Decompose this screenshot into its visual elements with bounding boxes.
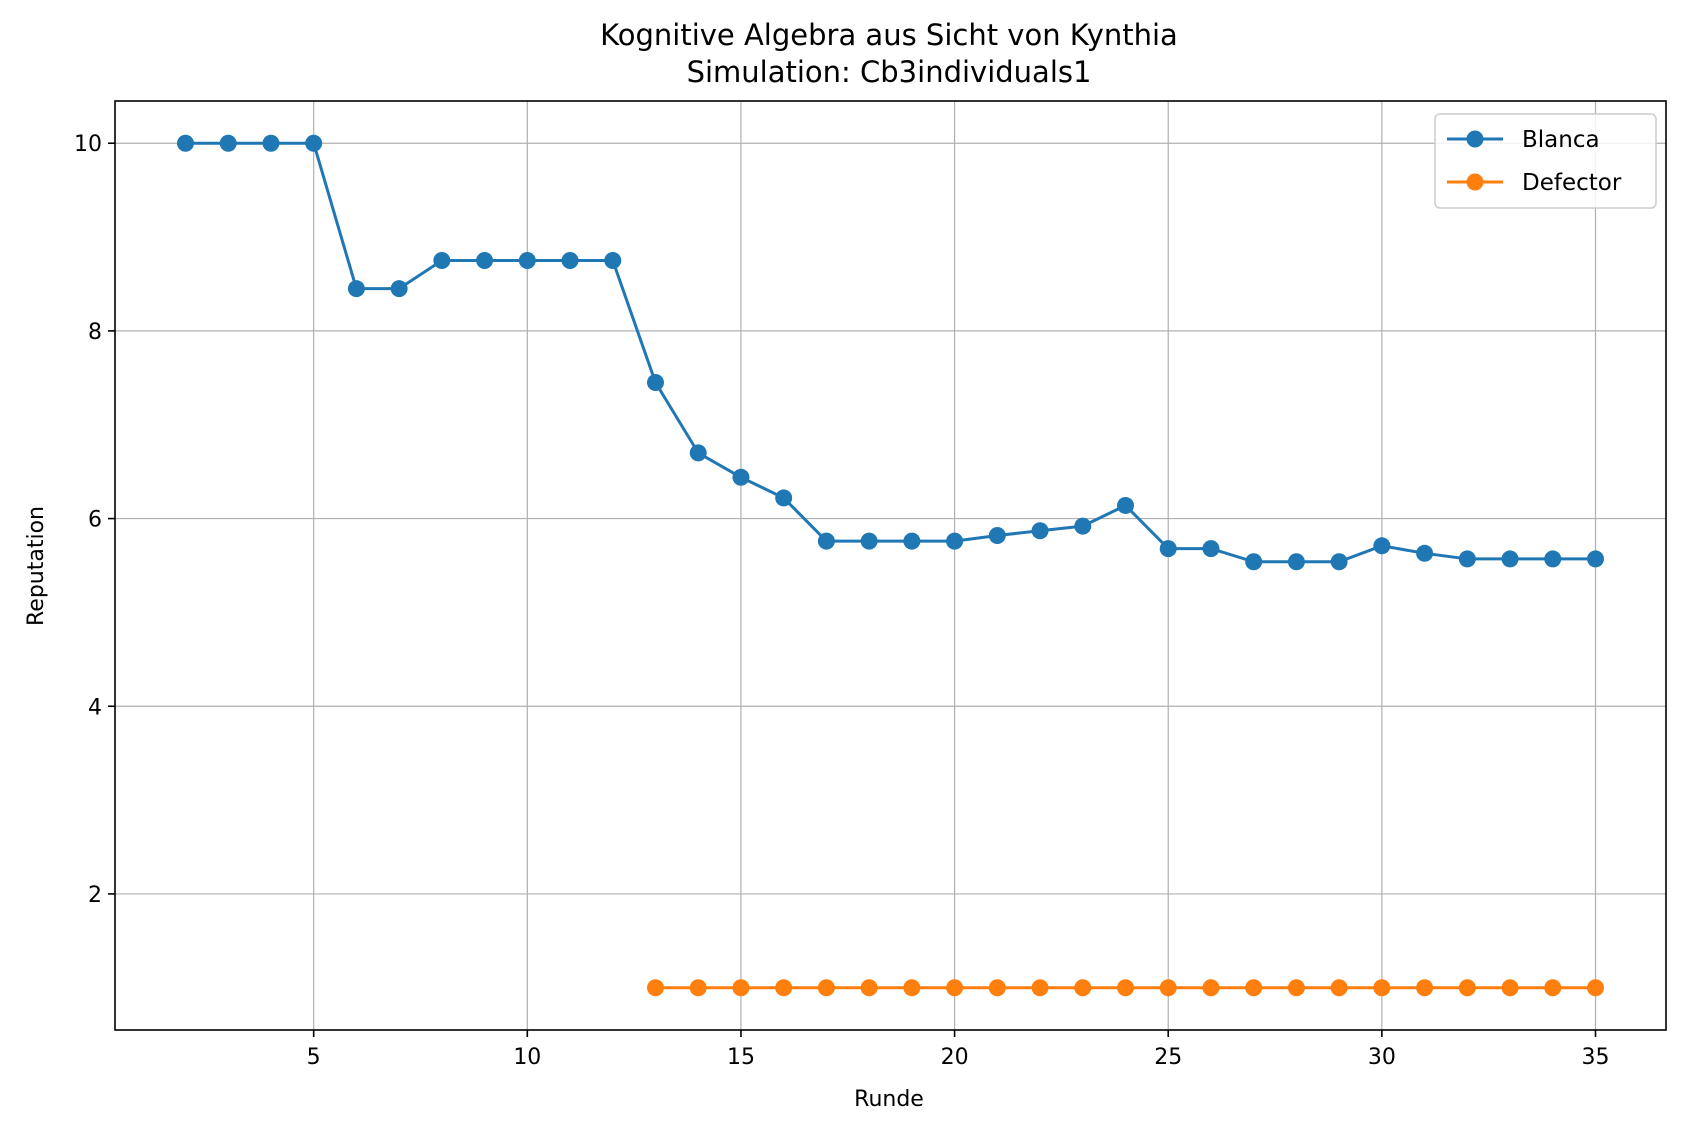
legend: Blanca Defector: [1434, 113, 1657, 209]
axis-ticks: 5 10 15 20 25 30 35 2 4 6 8 10: [74, 132, 1610, 1070]
blanca-point: [1074, 517, 1092, 535]
x-axis-label: Runde: [854, 1087, 924, 1112]
blanca-point: [1501, 550, 1519, 568]
x-tick-label: 5: [307, 1045, 321, 1070]
x-tick-label: 30: [1368, 1045, 1396, 1070]
legend-item-defector: Defector: [1447, 170, 1622, 196]
blanca-point: [647, 374, 664, 392]
blanca-point: [1416, 544, 1434, 562]
defector-point: [946, 979, 964, 997]
blanca-point: [561, 252, 579, 270]
legend-item-blanca: Blanca: [1447, 127, 1600, 153]
blanca-point: [1117, 496, 1134, 514]
defector-point: [988, 979, 1006, 997]
blanca-point: [1587, 550, 1604, 568]
blanca-point: [988, 526, 1006, 544]
legend-label: Blanca: [1522, 127, 1600, 153]
y-tick-label: 8: [88, 320, 102, 345]
blanca-point: [305, 134, 323, 152]
y-tick-label: 6: [88, 508, 102, 533]
defector-point: [1074, 979, 1092, 997]
blanca-point: [1159, 540, 1177, 558]
defector-point: [1330, 979, 1348, 997]
blanca-point: [1544, 550, 1562, 568]
x-tick-label: 35: [1582, 1045, 1610, 1070]
blanca-point: [604, 252, 622, 270]
y-axis-label: Reputation: [24, 506, 49, 626]
defector-point: [1287, 979, 1305, 997]
chart-title: Kognitive Algebra aus Sicht von Kynthia: [600, 18, 1178, 52]
legend-marker: [1466, 173, 1484, 191]
series-defector: [647, 979, 1604, 997]
blanca-point: [177, 134, 194, 152]
defector-point: [732, 979, 750, 997]
defector-point: [1501, 979, 1519, 997]
blanca-point: [518, 252, 536, 270]
blanca-point: [1458, 550, 1476, 568]
defector-point: [689, 979, 707, 997]
defector-point: [647, 979, 664, 997]
blanca-point: [903, 532, 921, 550]
y-tick-label: 10: [74, 132, 102, 157]
blanca-point: [347, 280, 365, 298]
blanca-point: [262, 134, 280, 152]
legend-marker: [1466, 130, 1484, 148]
chart-subtitle: Simulation: Cb3individuals1: [687, 55, 1092, 89]
defector-point: [775, 979, 793, 997]
blanca-point: [1373, 537, 1391, 555]
y-tick-label: 2: [88, 883, 102, 908]
blanca-point: [1245, 553, 1263, 571]
grid: [115, 101, 1666, 1030]
blanca-point: [1202, 540, 1220, 558]
blanca-point: [219, 134, 237, 152]
defector-point: [1031, 979, 1049, 997]
blanca-point: [860, 532, 878, 550]
blanca-point: [817, 532, 835, 550]
blanca-point: [946, 532, 964, 550]
series-blanca: [177, 134, 1604, 571]
blanca-line: [185, 141, 1596, 564]
defector-point: [1202, 979, 1220, 997]
defector-point: [903, 979, 921, 997]
x-tick-label: 20: [941, 1045, 969, 1070]
defector-point: [1544, 979, 1562, 997]
blanca-point: [1287, 553, 1305, 571]
blanca-point: [433, 252, 451, 270]
blanca-point: [689, 444, 707, 462]
blanca-point: [732, 468, 750, 486]
blanca-point: [1330, 553, 1348, 571]
defector-point: [1245, 979, 1263, 997]
x-tick-label: 10: [513, 1045, 541, 1070]
defector-point: [1587, 979, 1604, 997]
defector-point: [1373, 979, 1391, 997]
plot-area-frame: [114, 100, 1667, 1031]
blanca-point: [476, 252, 494, 270]
legend-label: Defector: [1522, 170, 1622, 196]
blanca-point: [775, 489, 793, 507]
defector-point: [1117, 979, 1134, 997]
x-tick-label: 15: [727, 1045, 755, 1070]
defector-point: [860, 979, 878, 997]
blanca-point: [1031, 522, 1049, 540]
defector-point: [1458, 979, 1476, 997]
y-tick-label: 4: [88, 695, 102, 720]
defector-point: [1159, 979, 1177, 997]
x-tick-label: 25: [1154, 1045, 1182, 1070]
blanca-point: [390, 280, 408, 298]
defector-point: [1416, 979, 1434, 997]
defector-point: [817, 979, 835, 997]
series-group: [177, 134, 1604, 997]
